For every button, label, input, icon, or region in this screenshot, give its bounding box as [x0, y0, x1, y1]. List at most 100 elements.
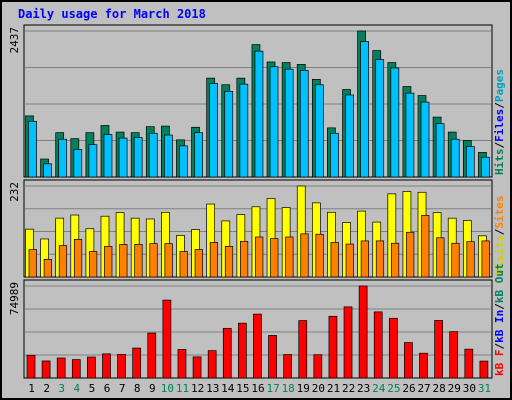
files-bar-9 — [148, 132, 158, 178]
kb-bar-27 — [419, 352, 428, 379]
sites-bar-23 — [360, 240, 369, 278]
sites-bar-20 — [315, 233, 324, 278]
files-bar-13 — [209, 83, 219, 178]
files-bar-4 — [73, 149, 83, 178]
day-label-15: 15 — [236, 382, 249, 395]
sites-bar-31 — [481, 240, 490, 278]
sites-bar-9 — [149, 243, 158, 278]
kb-bar-30 — [464, 348, 474, 379]
kb-bar-9 — [147, 332, 157, 379]
sites-bar-2 — [43, 258, 52, 278]
day-label-17: 17 — [266, 382, 279, 395]
sites-bar-29 — [451, 242, 460, 278]
day-label-21: 21 — [327, 382, 340, 395]
hits-files-legend-item-1: / — [493, 142, 506, 149]
day-label-10: 10 — [161, 382, 174, 395]
sites-bar-18 — [285, 236, 294, 278]
kb-bar-12 — [192, 356, 202, 379]
sites-bar-28 — [436, 237, 445, 278]
sites-bar-8 — [134, 244, 143, 278]
sites-bar-27 — [421, 215, 430, 278]
day-label-27: 27 — [417, 382, 430, 395]
kb-bar-6 — [102, 353, 111, 379]
day-label-9: 9 — [149, 382, 156, 395]
kb-bar-26 — [404, 342, 413, 379]
visits-sites-legend: Visits/Sites — [493, 196, 506, 276]
kb-bar-21 — [328, 315, 338, 379]
sites-bar-12 — [194, 249, 203, 278]
kb-bar-2 — [41, 360, 51, 379]
files-bar-18 — [284, 68, 294, 178]
files-bar-23 — [360, 41, 369, 178]
sites-bar-7 — [119, 244, 128, 278]
files-bar-1 — [28, 120, 37, 178]
files-bar-31 — [481, 156, 490, 178]
kb-bar-28 — [434, 320, 443, 379]
kb-bar-19 — [298, 320, 308, 379]
files-bar-19 — [299, 70, 309, 178]
files-bar-6 — [103, 134, 113, 178]
day-label-29: 29 — [448, 382, 461, 395]
sites-bar-3 — [58, 245, 68, 278]
files-bar-21 — [330, 132, 339, 178]
day-label-1: 1 — [28, 382, 35, 395]
sites-bar-24 — [375, 240, 385, 278]
files-bar-24 — [375, 59, 385, 178]
files-bar-5 — [88, 144, 98, 178]
kb-bar-1 — [26, 354, 36, 379]
kb-bar-4 — [71, 359, 81, 379]
day-label-20: 20 — [312, 382, 325, 395]
files-bar-27 — [420, 101, 430, 178]
hits-files-legend: Hits/Files/Pages — [493, 69, 506, 175]
sites-bar-19 — [300, 233, 309, 278]
day-label-12: 12 — [191, 382, 204, 395]
kb-bar-14 — [222, 327, 232, 379]
kb-bar-25 — [388, 317, 398, 379]
day-label-5: 5 — [89, 382, 96, 395]
sites-bar-11 — [179, 251, 188, 278]
kbytes-legend-item-0: kB F — [493, 350, 506, 377]
kbytes-max-label: 74989 — [8, 282, 21, 315]
visits-sites-legend-item-2: Sites — [493, 196, 506, 229]
files-bar-3 — [58, 138, 68, 178]
sites-bar-25 — [390, 242, 400, 278]
kb-bar-24 — [373, 311, 383, 379]
files-bar-25 — [390, 67, 400, 178]
sites-bar-15 — [240, 240, 249, 278]
kb-bar-7 — [117, 353, 126, 379]
sites-bar-5 — [89, 251, 98, 278]
day-label-14: 14 — [221, 382, 235, 395]
hits-files-legend-item-3: / — [493, 102, 506, 109]
kb-bar-29 — [449, 331, 459, 379]
visits-sites-legend-item-1: / — [493, 228, 506, 235]
day-label-4: 4 — [74, 382, 81, 395]
day-label-19: 19 — [297, 382, 310, 395]
kb-bar-23 — [358, 285, 368, 379]
kb-bar-8 — [132, 347, 142, 379]
day-label-3: 3 — [58, 382, 65, 395]
sites-bar-6 — [104, 246, 113, 278]
day-label-25: 25 — [387, 382, 400, 395]
kb-bar-16 — [253, 313, 262, 379]
files-bar-22 — [345, 94, 354, 178]
files-bar-2 — [43, 163, 52, 178]
day-label-28: 28 — [433, 382, 446, 395]
sites-bar-26 — [406, 231, 415, 278]
day-label-8: 8 — [134, 382, 141, 395]
files-bar-29 — [450, 138, 460, 178]
files-bar-14 — [224, 90, 234, 178]
day-label-16: 16 — [251, 382, 264, 395]
files-bar-11 — [179, 145, 188, 178]
files-bar-17 — [269, 66, 279, 178]
files-bar-16 — [254, 50, 264, 178]
kbytes-legend-item-3: / — [493, 303, 506, 310]
hits-files-legend-item-2: Files — [493, 109, 506, 142]
kbytes-legend-item-4: kB Out — [493, 263, 506, 303]
files-bar-28 — [435, 123, 445, 178]
sites-bar-10 — [164, 243, 173, 278]
kbytes-legend-item-1: / — [493, 343, 506, 350]
kb-bar-10 — [162, 299, 172, 379]
kb-bar-3 — [56, 357, 66, 379]
day-label-30: 30 — [463, 382, 476, 395]
kb-bar-15 — [238, 322, 247, 379]
